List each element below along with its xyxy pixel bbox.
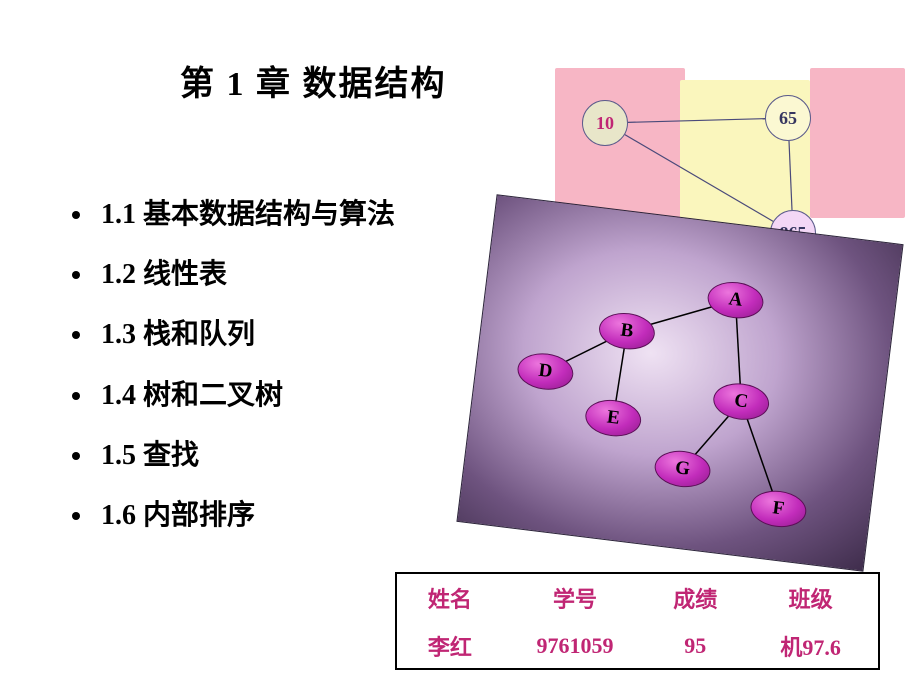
- tree-diagram: ABCDEGF: [456, 194, 903, 572]
- tree-edges: [456, 194, 903, 572]
- student-table-inner: 姓名 学号 成绩 班级 李红 9761059 95 机97.6: [397, 574, 878, 670]
- graph1-node: 65: [765, 95, 811, 141]
- table-header-row: 姓名 学号 成绩 班级: [397, 574, 878, 622]
- table-row: 李红 9761059 95 机97.6: [397, 622, 878, 670]
- toc-item: 1.4 树和二叉树: [95, 366, 395, 426]
- col-id: 学号: [503, 574, 647, 622]
- cell: 95: [647, 622, 743, 670]
- toc-item: 1.5 查找: [95, 426, 395, 486]
- cell: 9761059: [503, 622, 647, 670]
- toc-item: 1.2 线性表: [95, 245, 395, 305]
- cell: 李红: [397, 622, 503, 670]
- toc-item: 1.3 栈和队列: [95, 305, 395, 365]
- graph1-node: 10: [582, 100, 628, 146]
- cell: 机97.6: [743, 622, 878, 670]
- col-score: 成绩: [647, 574, 743, 622]
- student-table: 姓名 学号 成绩 班级 李红 9761059 95 机97.6: [395, 572, 880, 670]
- slide: { "title": "第 1 章 数据结构", "title_fontsize…: [0, 0, 920, 690]
- toc-item: 1.1 基本数据结构与算法: [95, 185, 395, 245]
- toc-list: 1.1 基本数据结构与算法 1.2 线性表 1.3 栈和队列 1.4 树和二叉树…: [65, 185, 395, 546]
- col-class: 班级: [743, 574, 878, 622]
- chapter-title: 第 1 章 数据结构: [180, 56, 447, 105]
- col-name: 姓名: [397, 574, 503, 622]
- toc-item: 1.6 内部排序: [95, 486, 395, 546]
